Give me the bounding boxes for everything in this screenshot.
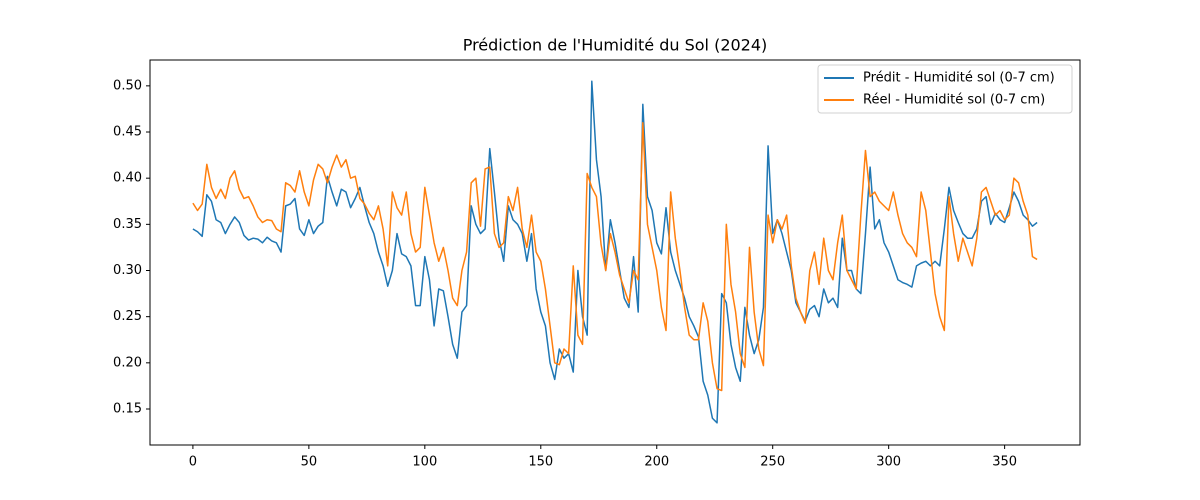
- y-tick-label: 0.40: [113, 171, 142, 186]
- x-tick-label: 200: [644, 455, 669, 470]
- y-tick-label: 0.15: [113, 401, 142, 416]
- y-tick-label: 0.50: [113, 78, 142, 93]
- y-tick-label: 0.35: [113, 217, 142, 232]
- data-line: [192, 80, 1038, 424]
- x-tick-label: 250: [760, 455, 785, 470]
- y-tick-label: 0.20: [113, 355, 142, 370]
- legend-label: Prédit - Humidité sol (0-7 cm): [863, 71, 1055, 86]
- x-tick-label: 150: [528, 455, 553, 470]
- y-tick-label: 0.45: [113, 125, 142, 140]
- plot-frame: [149, 59, 1081, 446]
- x-tick-label: 350: [992, 455, 1017, 470]
- x-tick-label: 100: [412, 455, 437, 470]
- x-tick-label: 0: [189, 455, 197, 470]
- x-tick-label: 50: [301, 455, 318, 470]
- legend-label: Réel - Humidité sol (0-7 cm): [863, 93, 1045, 108]
- chart-title: Prédiction de l'Humidité du Sol (2024): [463, 36, 768, 55]
- y-tick-label: 0.30: [113, 263, 142, 278]
- y-tick-label: 0.25: [113, 309, 142, 324]
- data-line: [192, 122, 1038, 392]
- legend-box: [817, 64, 1073, 114]
- x-tick-label: 300: [876, 455, 901, 470]
